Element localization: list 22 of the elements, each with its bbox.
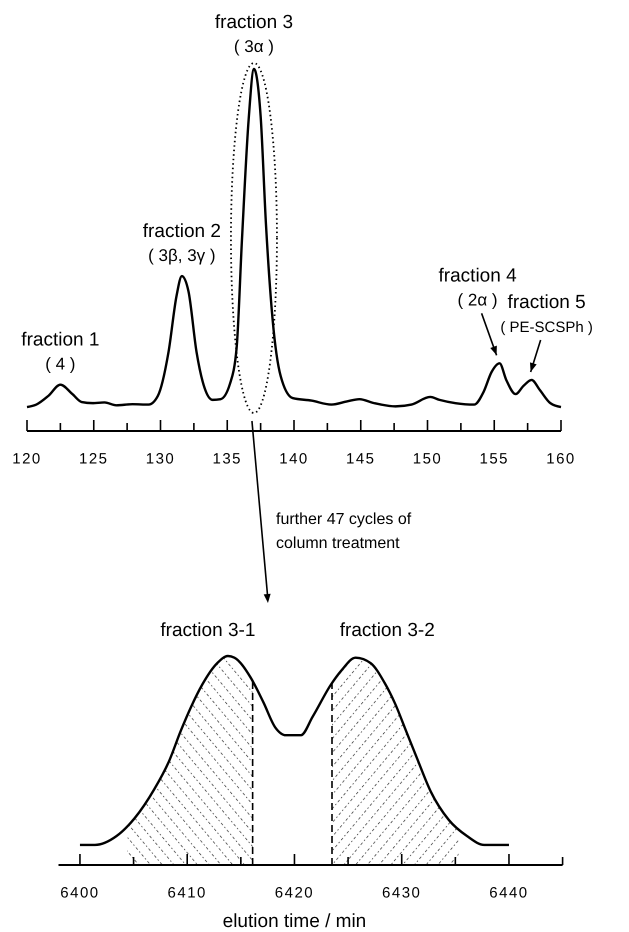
x-tick-label: 140	[279, 450, 309, 468]
x-tick-label: 6440	[489, 884, 529, 902]
x-tick-label: 145	[346, 450, 376, 468]
band-label: fraction 3-1	[160, 620, 256, 641]
band-label: fraction 3-2	[340, 620, 435, 641]
text: further 47 cycles of column treatment	[276, 511, 412, 552]
annotation: fraction 5 ( PE-SCSPh )	[500, 292, 593, 336]
x-tick-label: 135	[212, 450, 242, 468]
x-tick-label: 150	[412, 450, 442, 468]
x-tick-label: 130	[146, 450, 176, 468]
x-tick-label: 155	[479, 450, 510, 468]
x-tick-label: 6420	[274, 884, 314, 902]
x-tick-label: 6410	[168, 884, 207, 902]
x-tick-label: 120	[12, 450, 42, 468]
x-tick-label: 6430	[382, 884, 422, 902]
x-axis-title: elution time / min	[222, 911, 366, 932]
annotation: fraction 3 ( 3α )	[214, 12, 294, 56]
x-tick-label: 125	[78, 450, 109, 468]
annotation: fraction 2 ( 3β, 3γ )	[142, 221, 221, 266]
x-tick-label: 160	[546, 450, 576, 468]
annotation: fraction 1 ( 4 )	[21, 330, 100, 374]
x-tick-label: 6400	[60, 884, 100, 902]
